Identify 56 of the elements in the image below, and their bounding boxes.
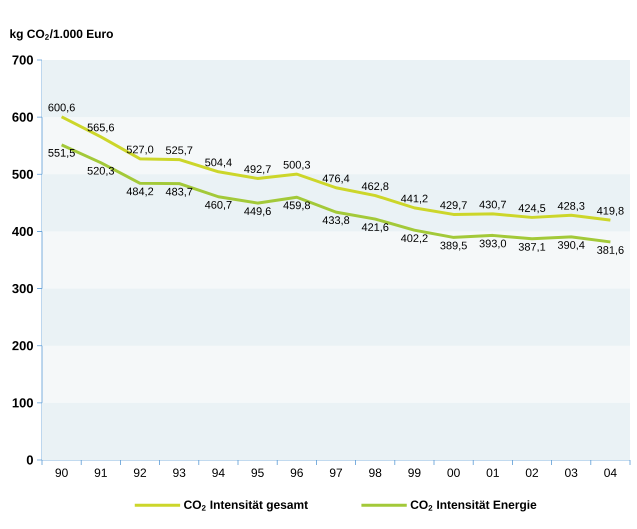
x-tick-label: 03: [565, 468, 578, 477]
x-tick-label: 93: [173, 468, 186, 477]
data-label: 551,5: [48, 149, 75, 158]
data-label: 429,7: [440, 201, 467, 210]
data-label: 381,6: [597, 246, 624, 256]
x-tick-label: 01: [486, 468, 499, 477]
data-label: 424,5: [518, 204, 546, 214]
y-tick-label: 200: [12, 341, 33, 350]
y-tick-label: 700: [12, 55, 33, 65]
data-label: 430,7: [479, 200, 506, 210]
x-tick-label: 95: [252, 468, 264, 477]
x-tick-label: 94: [212, 468, 225, 477]
y-tick-label: 100: [12, 398, 33, 408]
data-label: 483,7: [166, 188, 192, 197]
data-label: 500,3: [284, 160, 310, 170]
data-label: 419,8: [596, 206, 624, 216]
data-label: 389,5: [440, 242, 467, 251]
y-tick-label: 400: [12, 226, 33, 236]
data-label: 492,7: [244, 165, 271, 174]
legend-label: CO$_{2}$ Intensität Energie: [410, 500, 536, 512]
data-label: 462,8: [362, 182, 388, 192]
data-label: 525,7: [166, 146, 192, 156]
data-label: 441,2: [400, 194, 428, 204]
x-tick-label: 92: [134, 468, 146, 477]
x-tick-label: 98: [369, 468, 382, 477]
legend-label: CO$_{2}$ Intensität gesamt: [184, 500, 308, 512]
y-axis-title: kg CO$_{2}$/1.000 Euro: [10, 29, 113, 40]
data-label: 460,7: [204, 200, 232, 210]
data-label: 421,6: [362, 223, 388, 232]
data-label: 390,4: [558, 241, 585, 250]
x-tick-label: 96: [290, 468, 303, 477]
x-tick-label: 02: [526, 468, 538, 477]
x-tick-label: 91: [94, 468, 107, 477]
data-label: 600,6: [48, 104, 75, 113]
y-tick-label: 0: [26, 455, 33, 465]
x-tick-label: 90: [56, 468, 68, 477]
data-label: 393,0: [480, 240, 506, 249]
data-label: 387,1: [518, 242, 546, 252]
x-tick-label: 04: [604, 468, 617, 477]
data-label: 476,4: [322, 174, 350, 184]
data-label: 565,6: [88, 124, 114, 133]
y-tick-label: 300: [12, 284, 33, 294]
x-tick-label: 97: [330, 468, 342, 477]
data-label: 428,3: [558, 202, 584, 212]
data-label: 527,0: [126, 146, 154, 155]
data-label: 459,8: [283, 201, 310, 210]
x-tick-label: 99: [408, 468, 420, 477]
data-label: 402,2: [400, 234, 428, 244]
x-tick-label: 00: [447, 468, 460, 477]
data-label: 433,8: [322, 216, 350, 226]
y-tick-label: 500: [12, 170, 33, 179]
data-label: 520,3: [88, 166, 114, 176]
data-label: 504,4: [205, 158, 232, 168]
data-label: 449,6: [244, 207, 271, 216]
data-label: 484,2: [126, 188, 154, 197]
y-tick-label: 600: [12, 112, 33, 122]
